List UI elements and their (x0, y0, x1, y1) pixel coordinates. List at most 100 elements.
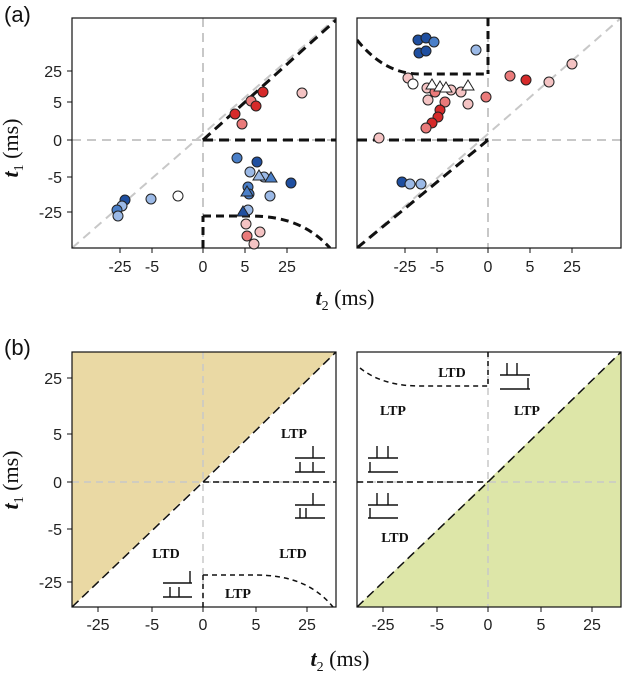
data-point (254, 226, 266, 238)
x-tick-label: -25 (86, 617, 109, 634)
region-label: LTD (279, 547, 307, 562)
plot-frame (356, 351, 622, 608)
data-point (244, 166, 256, 178)
x-tick-label: 0 (484, 259, 493, 276)
data-point (461, 79, 475, 91)
panel-label-b: (b) (4, 335, 31, 360)
data-point (415, 178, 427, 190)
y-ticks: 25 5 0 -5 -25 (39, 64, 72, 222)
x-tick-label: 0 (199, 617, 208, 634)
region-label: LTP (281, 427, 307, 442)
plot-frame (71, 351, 337, 608)
panel-label-a: (a) (4, 2, 31, 27)
y-axis-label-a: t1 (ms) (0, 119, 27, 178)
region-label: LTD (381, 531, 409, 546)
data-point (236, 118, 248, 130)
data-point (145, 193, 157, 205)
x-tick-label: 0 (484, 617, 493, 634)
data-point (439, 81, 453, 93)
x-tick-label: -5 (430, 259, 444, 276)
y-tick-label: 25 (44, 64, 62, 81)
data-point (504, 70, 516, 82)
x-tick-label: 5 (526, 259, 535, 276)
region-label: LTD (438, 366, 466, 381)
data-point (296, 87, 308, 99)
x-ticks: -25 -5 0 5 25 (86, 607, 316, 634)
x-tick-label: 0 (199, 259, 208, 276)
x-tick-label: -5 (145, 617, 159, 634)
data-point (241, 230, 253, 242)
x-tick-label: 25 (298, 617, 316, 634)
y-tick-label: -5 (48, 170, 62, 187)
data-point (257, 86, 269, 98)
data-points (373, 32, 578, 190)
diagonal-gray (72, 18, 336, 248)
plot-frame (356, 17, 622, 249)
y-tick-label: 25 (44, 371, 62, 388)
x-ticks: -25 -5 0 5 25 (393, 248, 581, 276)
data-point (264, 171, 278, 183)
data-point (240, 185, 254, 197)
x-axis-label-b: t2 (ms) (311, 646, 370, 675)
data-point (420, 122, 432, 134)
y-axis-label-b: t1 (ms) (0, 451, 27, 510)
y-tick-label: 5 (53, 427, 62, 444)
data-points (111, 86, 308, 250)
data-point (566, 58, 578, 70)
x-tick-label: -25 (371, 617, 394, 634)
data-point (462, 98, 474, 110)
data-point (470, 44, 482, 56)
data-point (404, 178, 416, 190)
plot-b-left: 25 5 0 -5 -25 -25 -5 0 5 25 LTP LTD LTD … (39, 351, 337, 634)
data-point (285, 177, 297, 189)
boundary-curve (359, 367, 488, 387)
plot-a-right: -25 -5 0 5 25 (356, 17, 622, 276)
boundary-curve (203, 214, 332, 248)
data-point (480, 91, 492, 103)
data-point (236, 205, 250, 217)
data-point (251, 156, 263, 168)
region-label: LTD (152, 547, 180, 562)
spike-pattern-icon (163, 446, 325, 598)
y-tick-label: -25 (39, 575, 62, 592)
boundary-curve (357, 39, 488, 76)
x-tick-label: 5 (537, 617, 546, 634)
region-label: LTP (514, 404, 540, 419)
data-point (248, 238, 260, 250)
plot-a-left: 25 5 0 -5 -25 -25 -5 0 5 25 (39, 17, 337, 276)
plot-frame (71, 17, 337, 249)
y-tick-label: 0 (53, 133, 62, 150)
region-label: LTP (380, 404, 406, 419)
x-tick-label: 25 (278, 259, 296, 276)
data-point (373, 132, 385, 144)
x-tick-label: -5 (430, 617, 444, 634)
y-tick-label: -5 (48, 522, 62, 539)
boundary-diagonal-lower (72, 481, 204, 607)
data-point (240, 218, 252, 230)
data-point (252, 169, 266, 181)
data-point (231, 152, 243, 164)
spike-pattern-icon (368, 363, 530, 519)
x-tick-label: -5 (145, 259, 159, 276)
data-point (520, 74, 532, 86)
y-tick-label: -25 (39, 205, 62, 222)
boundary-diagonal (357, 138, 489, 248)
data-point (112, 210, 124, 222)
diagonal-gray (357, 18, 621, 248)
boundary-diagonal (357, 481, 489, 607)
plot-b-right: -25 -5 0 5 25 LTD LTP LTP LTD (356, 351, 622, 634)
x-tick-label: 5 (241, 259, 250, 276)
boundary-diagonal (201, 18, 336, 142)
region-label: LTP (225, 587, 251, 602)
x-tick-label: -25 (108, 259, 131, 276)
y-tick-label: 0 (53, 475, 62, 492)
x-ticks: -25 -5 0 5 25 (108, 248, 296, 276)
x-axis-label-a: t2 (ms) (316, 285, 375, 314)
x-tick-label: 25 (563, 259, 581, 276)
x-tick-label: 25 (583, 617, 601, 634)
y-ticks: 25 5 0 -5 -25 (39, 371, 72, 592)
boundary-diagonal (202, 352, 336, 483)
data-point (172, 190, 184, 202)
data-point (425, 78, 439, 90)
